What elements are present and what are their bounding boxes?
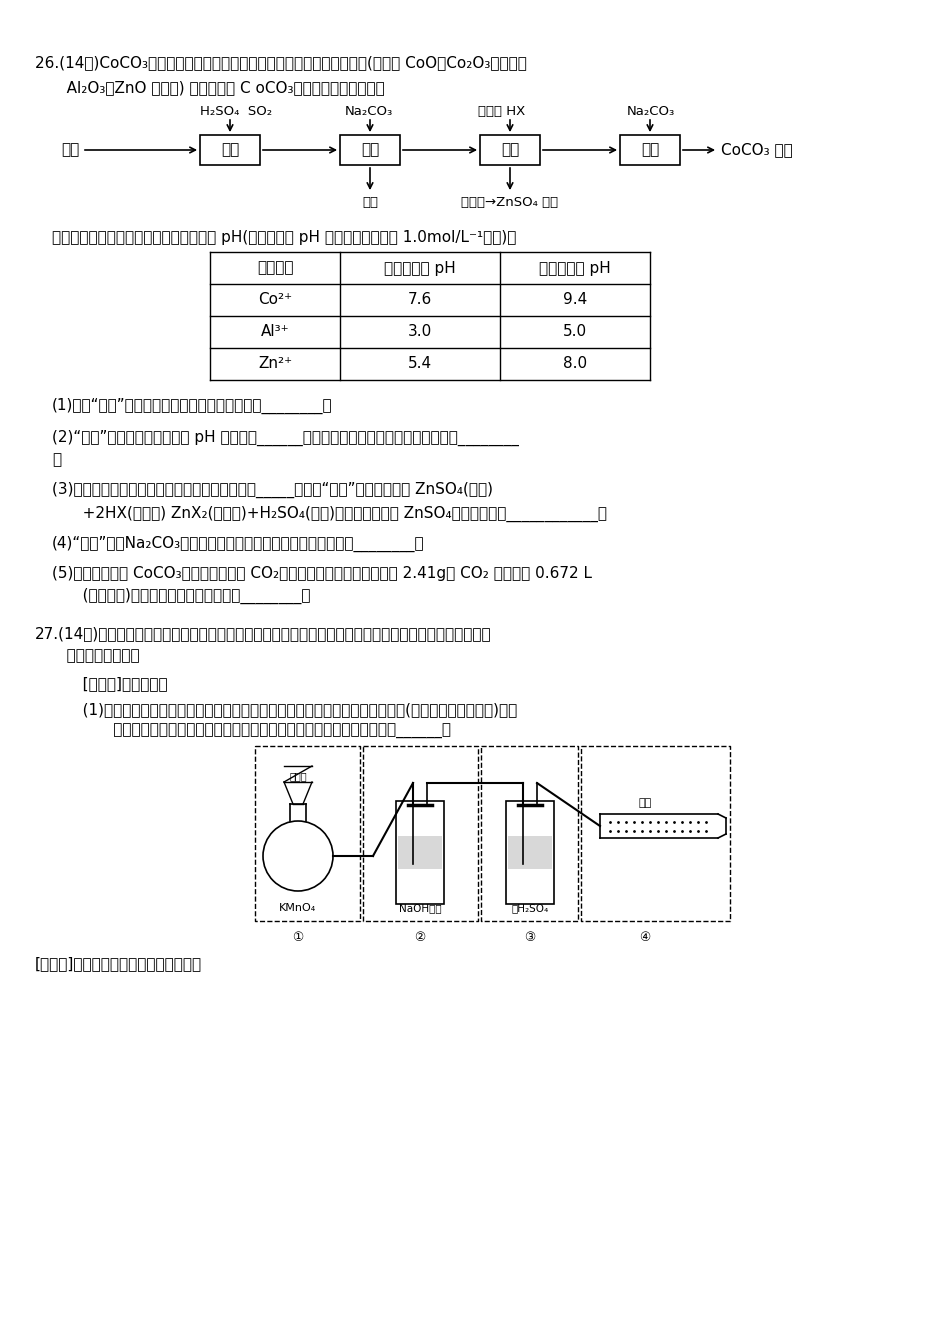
Text: (2)“除铝”过程中需要调节溶液 pH 的范围为______，形成沉渣时发生反应的离子方程式为________: (2)“除铝”过程中需要调节溶液 pH 的范围为______，形成沉渣时发生反应… (52, 430, 519, 446)
Text: +2HX(有机层) ZnX₂(有机层)+H₂SO₄(水层)，由有机层获取 ZnSO₄溶液的操作是____________。: +2HX(有机层) ZnX₂(有机层)+H₂SO₄(水层)，由有机层获取 ZnS… (68, 505, 607, 523)
Text: (5)在空气中硛烧 CoCO₃生成鯄氧化物和 CO₂，测得充分硛烧后固体质量为 2.41g， CO₂ 的体积为 0.672 L: (5)在空气中硛烧 CoCO₃生成鯄氧化物和 CO₂，测得充分硛烧后固体质量为 … (52, 566, 592, 581)
Text: 萍取: 萍取 (501, 142, 519, 157)
Text: 3.0: 3.0 (408, 324, 432, 340)
Text: 个虚线框表示一个单元装置，请用文字描述将下列装置的错误之处改正______。: 个虚线框表示一个单元装置，请用文字描述将下列装置的错误之处改正______。 (84, 724, 451, 739)
Text: (4)“沉鯄”时，Na₂CO₃溶液滴加过快会导致产品不纯，请解释原因________。: (4)“沉鯄”时，Na₂CO₃溶液滴加过快会导致产品不纯，请解释原因______… (52, 536, 425, 552)
Text: (3)在实验室里，萍取操作用到的玻璃仪器主要有_____；上述“萍取”过程可表示为 ZnSO₄(水层): (3)在实验室里，萍取操作用到的玻璃仪器主要有_____；上述“萍取”过程可表示… (52, 482, 493, 499)
Text: 沉渣: 沉渣 (362, 196, 378, 210)
Text: Al³⁺: Al³⁺ (260, 324, 290, 340)
Bar (620, 134, 680, 165)
Text: 废渣: 废渣 (61, 142, 79, 157)
Bar (200, 134, 260, 165)
Text: [实验二]探究氯化亚铁与氧气反应的产物: [实验二]探究氯化亚铁与氧气反应的产物 (35, 956, 202, 970)
Text: 5.0: 5.0 (563, 324, 587, 340)
Text: 下表是相关金属离子生成氮氧化物沉淠的 pH(开始沉淠的 pH 按金属离子浓度为 1.0mol/L⁻¹计算)：: 下表是相关金属离子生成氮氧化物沉淠的 pH(开始沉淠的 pH 按金属离子浓度为 … (52, 230, 517, 245)
Text: Co²⁺: Co²⁺ (258, 293, 292, 308)
Text: 沉鯄: 沉鯄 (641, 142, 659, 157)
Bar (508, 836, 552, 870)
Text: (1)写出“酸溶”时发生氧化还原反应的化学方程式________。: (1)写出“酸溶”时发生氧化还原反应的化学方程式________。 (52, 398, 332, 414)
Text: 开始沉淠的 pH: 开始沉淠的 pH (384, 261, 456, 276)
Text: 沉淠完全的 pH: 沉淠完全的 pH (540, 261, 611, 276)
Bar (396, 801, 444, 905)
Text: ③: ③ (524, 931, 536, 943)
Text: ①: ① (293, 931, 304, 943)
Text: Na₂CO₃: Na₂CO₃ (627, 105, 675, 118)
Bar (506, 801, 554, 905)
Bar (480, 134, 540, 165)
Text: 铁粉: 铁粉 (638, 798, 652, 808)
Text: CoCO₃ 固体: CoCO₃ 固体 (721, 142, 792, 157)
Text: Na₂CO₃: Na₂CO₃ (345, 105, 393, 118)
Text: 萍取剂 HX: 萍取剂 HX (478, 105, 525, 118)
Text: Al₂O₃、ZnO 等杂质) 为原料制备 C oCO₃的一种工艺流程如下：: Al₂O₃、ZnO 等杂质) 为原料制备 C oCO₃的一种工艺流程如下： (52, 81, 385, 95)
Text: 9.4: 9.4 (562, 293, 587, 308)
Text: 金属离子: 金属离子 (256, 261, 294, 276)
Text: H₂SO₄  SO₂: H₂SO₄ SO₂ (200, 105, 272, 118)
Text: ④: ④ (639, 931, 651, 943)
Text: NaOH溶液: NaOH溶液 (399, 903, 442, 913)
Text: 浓H₂SO₄: 浓H₂SO₄ (511, 903, 549, 913)
Bar (340, 134, 400, 165)
Text: 5.4: 5.4 (408, 356, 432, 371)
Text: 浓盐酸: 浓盐酸 (289, 771, 307, 781)
Text: 除铝: 除铝 (361, 142, 379, 157)
Text: 有机层→ZnSO₄ 溶液: 有机层→ZnSO₄ 溶液 (462, 196, 559, 210)
Text: 26.(14分)CoCO₃可用作选矿剂、催化剂及伪装涂料的颜料。以含鯄废渣(主要成 CoO、Co₂O₃，还含有: 26.(14分)CoCO₃可用作选矿剂、催化剂及伪装涂料的颜料。以含鯄废渣(主要… (35, 55, 527, 70)
Text: [实验一]氯气的制取: [实验一]氯气的制取 (68, 676, 167, 691)
Text: KMnO₄: KMnO₄ (279, 903, 316, 913)
Text: (1)该小组拟用下图实验装置来制备纯净、干燥的氯气，并完成与金属铁的反应(夹持仪器略去，下同)。每: (1)该小组拟用下图实验装置来制备纯净、干燥的氯气，并完成与金属铁的反应(夹持仪… (68, 702, 517, 716)
Text: 27.(14分)为了更深层地认识卤素的性质，某化学小组对卤素及其化合物的制备和性质进行如下探究实验，根: 27.(14分)为了更深层地认识卤素的性质，某化学小组对卤素及其化合物的制备和性… (35, 626, 492, 641)
Text: 8.0: 8.0 (563, 356, 587, 371)
Text: 7.6: 7.6 (408, 293, 432, 308)
Text: 。: 。 (52, 452, 61, 466)
Text: (标准状况)，则该鯄氧化物的化学式为________。: (标准状况)，则该鯄氧化物的化学式为________。 (68, 589, 311, 605)
Text: Zn²⁺: Zn²⁺ (258, 356, 292, 371)
Text: 酸浸: 酸浸 (220, 142, 239, 157)
Text: 据实验回答问题。: 据实验回答问题。 (52, 648, 140, 663)
Text: ②: ② (414, 931, 426, 943)
Bar (398, 836, 442, 870)
